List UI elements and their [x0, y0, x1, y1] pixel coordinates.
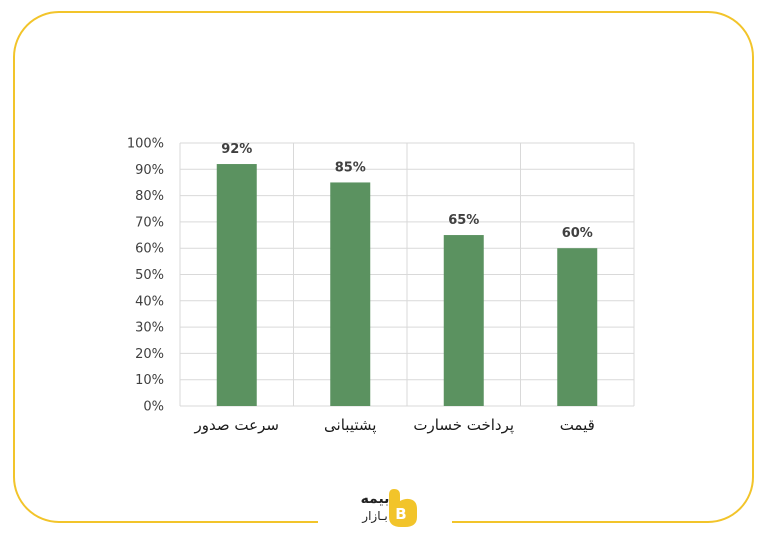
bar — [216, 164, 257, 406]
bar — [443, 235, 484, 406]
y-tick-label: 60% — [135, 242, 164, 257]
y-tick-label: 70% — [135, 215, 164, 230]
y-tick-label: 50% — [135, 268, 164, 283]
x-category-label: قیمت — [560, 416, 595, 434]
data-labels: 92% 85% 65% 60% — [221, 142, 593, 241]
x-category-label: پرداخت خسارت — [413, 416, 514, 435]
bar — [330, 182, 371, 406]
x-axis-labels: سرعت صدور پشتیبانی پرداخت خسارت قیمت — [194, 416, 595, 435]
y-tick-label: 20% — [135, 347, 164, 362]
chart-bars — [216, 164, 598, 406]
y-tick-label: 100% — [127, 137, 164, 152]
logo: بیمه بـازار B — [318, 484, 452, 532]
y-tick-label: 40% — [135, 294, 164, 309]
y-tick-label: 90% — [135, 163, 164, 178]
bar-value-label: 85% — [335, 160, 366, 175]
y-tick-label: 0% — [143, 400, 164, 415]
logo-line2: بـازار — [362, 509, 388, 523]
bar-value-label: 65% — [448, 213, 479, 228]
logo-text: بیمه بـازار — [344, 492, 406, 522]
x-category-label: پشتیبانی — [324, 416, 376, 435]
y-tick-label: 10% — [135, 373, 164, 388]
y-tick-label: 80% — [135, 189, 164, 204]
svg-text:B: B — [395, 505, 406, 523]
bar — [557, 248, 598, 406]
y-axis-ticks: 0% 10% 20% 30% 40% 50% 60% 70% 80% 90% 100% — [127, 137, 164, 415]
b-letter-logo-icon: B — [389, 489, 417, 527]
x-category-label: سرعت صدور — [194, 416, 279, 434]
logo-line1: بیمه — [360, 491, 390, 507]
y-tick-label: 30% — [135, 321, 164, 336]
bar-value-label: 60% — [562, 226, 593, 241]
bar-value-label: 92% — [221, 142, 252, 157]
